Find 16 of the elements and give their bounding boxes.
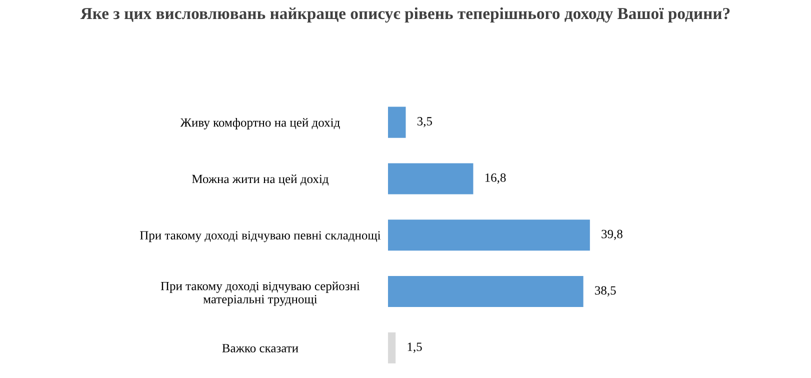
y-tick-label: Можна жити на цей дохід bbox=[192, 174, 329, 186]
bar bbox=[388, 276, 584, 308]
data-label: 1,5 bbox=[408, 342, 422, 353]
y-tick-label: Важко сказати bbox=[222, 344, 298, 352]
data-label: 38,5 bbox=[595, 286, 616, 296]
bar bbox=[388, 220, 590, 251]
y-tick-label: Живу комфортно на цей дохід bbox=[180, 118, 340, 130]
bar bbox=[388, 332, 396, 364]
bar bbox=[388, 106, 406, 138]
chart-title: Яке з цих висловлювань найкраще описує рівень теперішнього доходу Вашої родини? bbox=[80, 7, 730, 23]
bar bbox=[388, 163, 474, 194]
y-tick-label: При такому доході відчуваю серйозні матеріальні труднощі bbox=[160, 282, 360, 306]
data-label: 16,8 bbox=[485, 173, 506, 184]
data-label: 39,8 bbox=[602, 230, 622, 240]
y-tick-label: При такому доході відчуваю певні складнощі bbox=[140, 231, 381, 242]
data-label: 3,5 bbox=[417, 117, 432, 128]
